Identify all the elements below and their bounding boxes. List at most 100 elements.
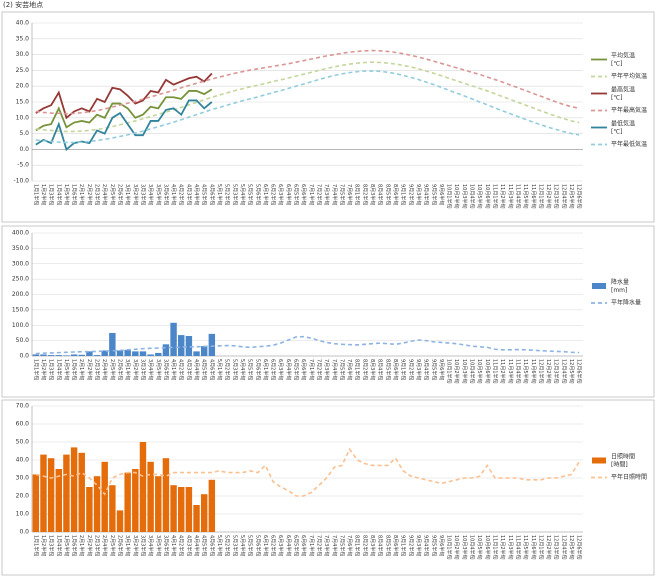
x-tick-label: 4月5半旬	[201, 359, 208, 380]
x-tick-label: 7月2半旬	[315, 535, 322, 556]
x-tick-label: 10月1半旬	[446, 535, 453, 560]
x-tick-label: 5月1半旬	[216, 359, 223, 380]
x-tick-label: 6月1半旬	[262, 535, 269, 556]
x-tick-label: 9月3半旬	[415, 535, 422, 556]
series-line	[35, 70, 580, 144]
x-tick-label: 3月5半旬	[155, 359, 162, 380]
x-tick-label: 7月5半旬	[338, 535, 345, 556]
x-tick-label: 9月5半旬	[430, 184, 437, 205]
bar	[63, 454, 70, 532]
y-tick-label: 15.0	[16, 99, 30, 106]
x-tick-label: 1月1半旬	[32, 535, 39, 556]
y-tick-label: 0.0	[19, 529, 29, 536]
x-tick-label: 11月2半旬	[499, 535, 506, 560]
x-tick-label: 7月3半旬	[323, 535, 330, 556]
legend-label: 平年最高気温	[611, 106, 647, 114]
x-tick-label: 1月1半旬	[32, 359, 39, 380]
x-tick-label: 7月3半旬	[323, 359, 330, 380]
bar	[147, 354, 154, 356]
legend-label: 平年降水量	[611, 299, 641, 307]
x-tick-label: 12月5半旬	[568, 359, 575, 384]
x-tick-label: 7月4半旬	[331, 184, 338, 205]
x-tick-label: 4月1半旬	[170, 359, 177, 380]
x-tick-label: 11月1半旬	[491, 359, 498, 384]
x-tick-label: 11月4半旬	[514, 359, 521, 384]
x-tick-label: 2月3半旬	[94, 184, 101, 205]
x-tick-label: 11月3半旬	[507, 184, 514, 209]
x-tick-label: 2月5半旬	[109, 184, 116, 205]
x-tick-label: 11月5半旬	[522, 184, 529, 209]
bar	[178, 335, 185, 356]
x-tick-label: 3月1半旬	[124, 184, 131, 205]
bar	[70, 354, 78, 356]
x-tick-label: 6月2半旬	[270, 184, 277, 205]
x-tick-label: 6月5半旬	[293, 535, 300, 556]
x-tick-label: 9月3半旬	[415, 184, 422, 205]
series-line	[35, 99, 213, 151]
bar	[170, 485, 177, 532]
x-tick-label: 2月4半旬	[101, 359, 108, 380]
x-tick-label: 5月6半旬	[254, 184, 261, 205]
x-tick-label: 12月6半旬	[576, 184, 583, 209]
x-tick-label: 7月1半旬	[308, 184, 315, 205]
x-tick-label: 4月3半旬	[185, 535, 192, 556]
x-tick-label: 9月6半旬	[438, 184, 445, 205]
x-tick-label: 2月6半旬	[117, 535, 124, 556]
x-tick-label: 1月6半旬	[71, 535, 78, 556]
x-tick-label: 6月6半旬	[300, 184, 307, 205]
x-tick-label: 6月1半旬	[262, 184, 269, 205]
x-tick-label: 3月2半旬	[132, 184, 139, 205]
bar	[170, 322, 177, 356]
legend-label: 平年最低気温	[611, 140, 647, 148]
x-tick-label: 7月6半旬	[346, 535, 353, 556]
bar	[139, 442, 147, 532]
x-tick-label: 12月6半旬	[576, 359, 583, 384]
y-tick-label: 50.0	[16, 439, 30, 446]
y-tick-label: 50.0	[16, 337, 30, 344]
y-tick-label: 30.0	[16, 475, 30, 482]
bar	[124, 472, 131, 532]
page-title: (2) 安芸地点	[3, 0, 43, 9]
y-tick-label: 20.0	[16, 493, 30, 500]
x-tick-label: 1月4半旬	[55, 535, 62, 556]
x-tick-label: 2月3半旬	[94, 359, 101, 380]
bar	[40, 354, 47, 356]
x-tick-label: 6月4半旬	[285, 184, 292, 205]
x-tick-label: 3月3半旬	[139, 184, 146, 205]
x-tick-label: 2月1半旬	[78, 359, 85, 380]
bar	[70, 447, 78, 532]
x-tick-label: 1月4半旬	[55, 359, 62, 380]
x-tick-label: 7月1半旬	[308, 535, 315, 556]
x-tick-label: 10月4半旬	[469, 535, 476, 560]
x-tick-label: 3月5半旬	[155, 184, 162, 205]
legend-label: 最低気温[℃]	[611, 119, 635, 135]
x-tick-label: 4月6半旬	[208, 184, 215, 205]
x-tick-label: 8月3半旬	[369, 184, 376, 205]
legend-label: 最高気温[℃]	[611, 85, 635, 101]
x-tick-label: 8月4半旬	[377, 184, 384, 205]
x-tick-label: 1月5半旬	[63, 535, 70, 556]
x-tick-label: 4月2半旬	[178, 184, 185, 205]
x-tick-label: 8月2半旬	[361, 184, 368, 205]
x-tick-label: 9月4半旬	[423, 184, 430, 205]
x-tick-label: 7月1半旬	[308, 359, 315, 380]
x-tick-label: 4月4半旬	[193, 359, 200, 380]
bar	[101, 350, 108, 356]
x-tick-label: 8月5半旬	[384, 535, 391, 556]
bar	[86, 487, 93, 532]
x-tick-label: 1月3半旬	[48, 359, 55, 380]
x-tick-label: 3月3半旬	[139, 359, 146, 380]
y-tick-label: -5.0	[17, 162, 29, 169]
series-line	[35, 88, 213, 132]
y-tick-label: 0.0	[19, 353, 29, 360]
x-tick-label: 9月5半旬	[430, 535, 437, 556]
x-tick-label: 2月5半旬	[109, 535, 116, 556]
x-tick-label: 7月6半旬	[346, 184, 353, 205]
bar	[193, 505, 200, 532]
x-tick-label: 9月4半旬	[423, 359, 430, 380]
x-tick-label: 8月5半旬	[384, 359, 391, 380]
x-tick-label: 3月5半旬	[155, 535, 162, 556]
series-line	[35, 49, 580, 115]
bar	[109, 485, 116, 532]
bar	[155, 352, 162, 356]
